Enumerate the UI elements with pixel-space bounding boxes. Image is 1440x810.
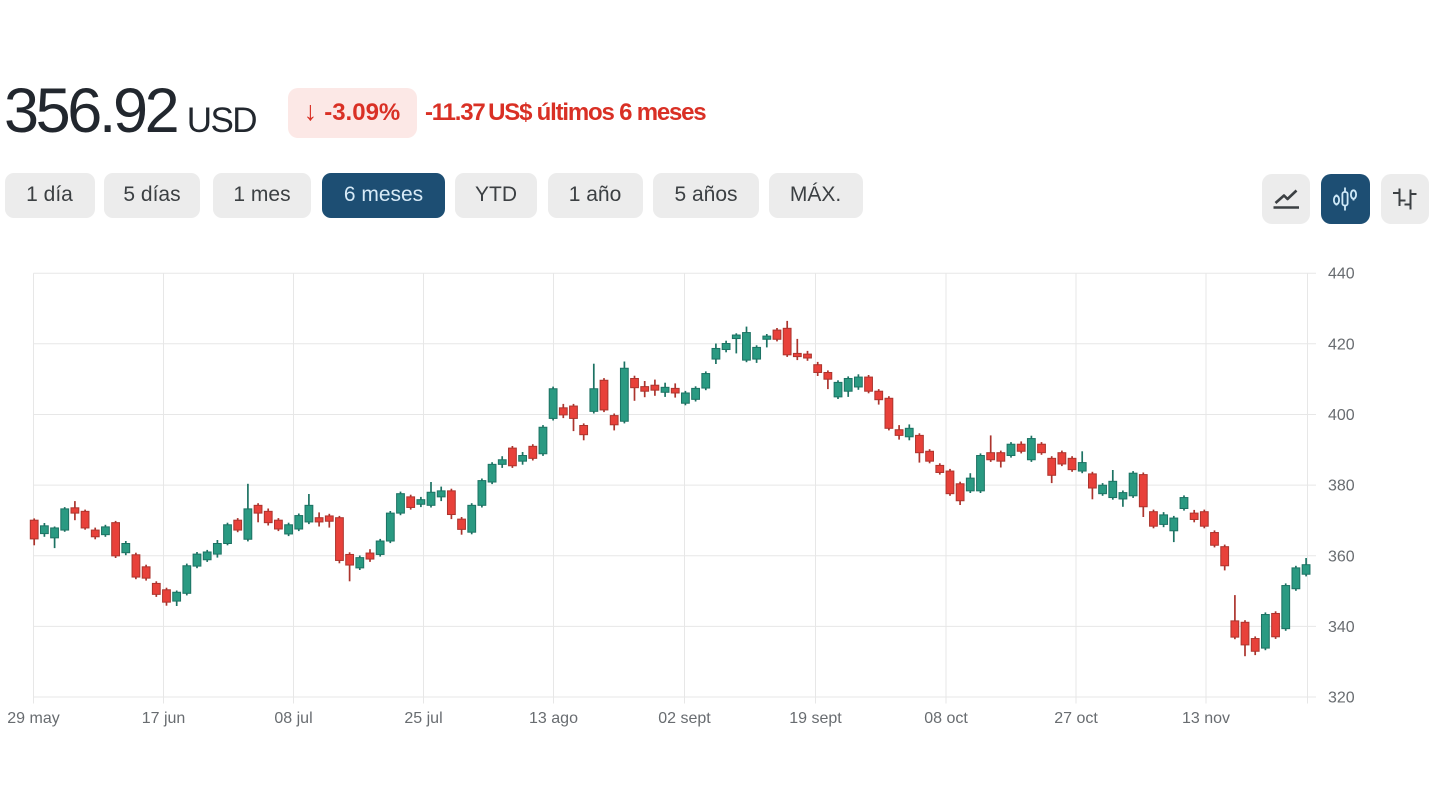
svg-text:08 jul: 08 jul (274, 710, 312, 727)
svg-text:420: 420 (1328, 336, 1355, 353)
svg-text:27 oct: 27 oct (1054, 710, 1098, 727)
svg-text:440: 440 (1328, 266, 1355, 283)
svg-text:320: 320 (1328, 690, 1355, 707)
svg-text:380: 380 (1328, 478, 1355, 495)
svg-text:360: 360 (1328, 548, 1355, 565)
svg-text:13 nov: 13 nov (1182, 710, 1230, 727)
svg-text:17 jun: 17 jun (142, 710, 186, 727)
svg-text:25 jul: 25 jul (404, 710, 442, 727)
svg-text:340: 340 (1328, 619, 1355, 636)
svg-text:29 may: 29 may (7, 710, 59, 727)
svg-text:19 sept: 19 sept (789, 710, 842, 727)
svg-text:02 sept: 02 sept (658, 710, 711, 727)
svg-text:400: 400 (1328, 407, 1355, 424)
svg-text:13 ago: 13 ago (529, 710, 578, 727)
svg-text:08 oct: 08 oct (924, 710, 968, 727)
